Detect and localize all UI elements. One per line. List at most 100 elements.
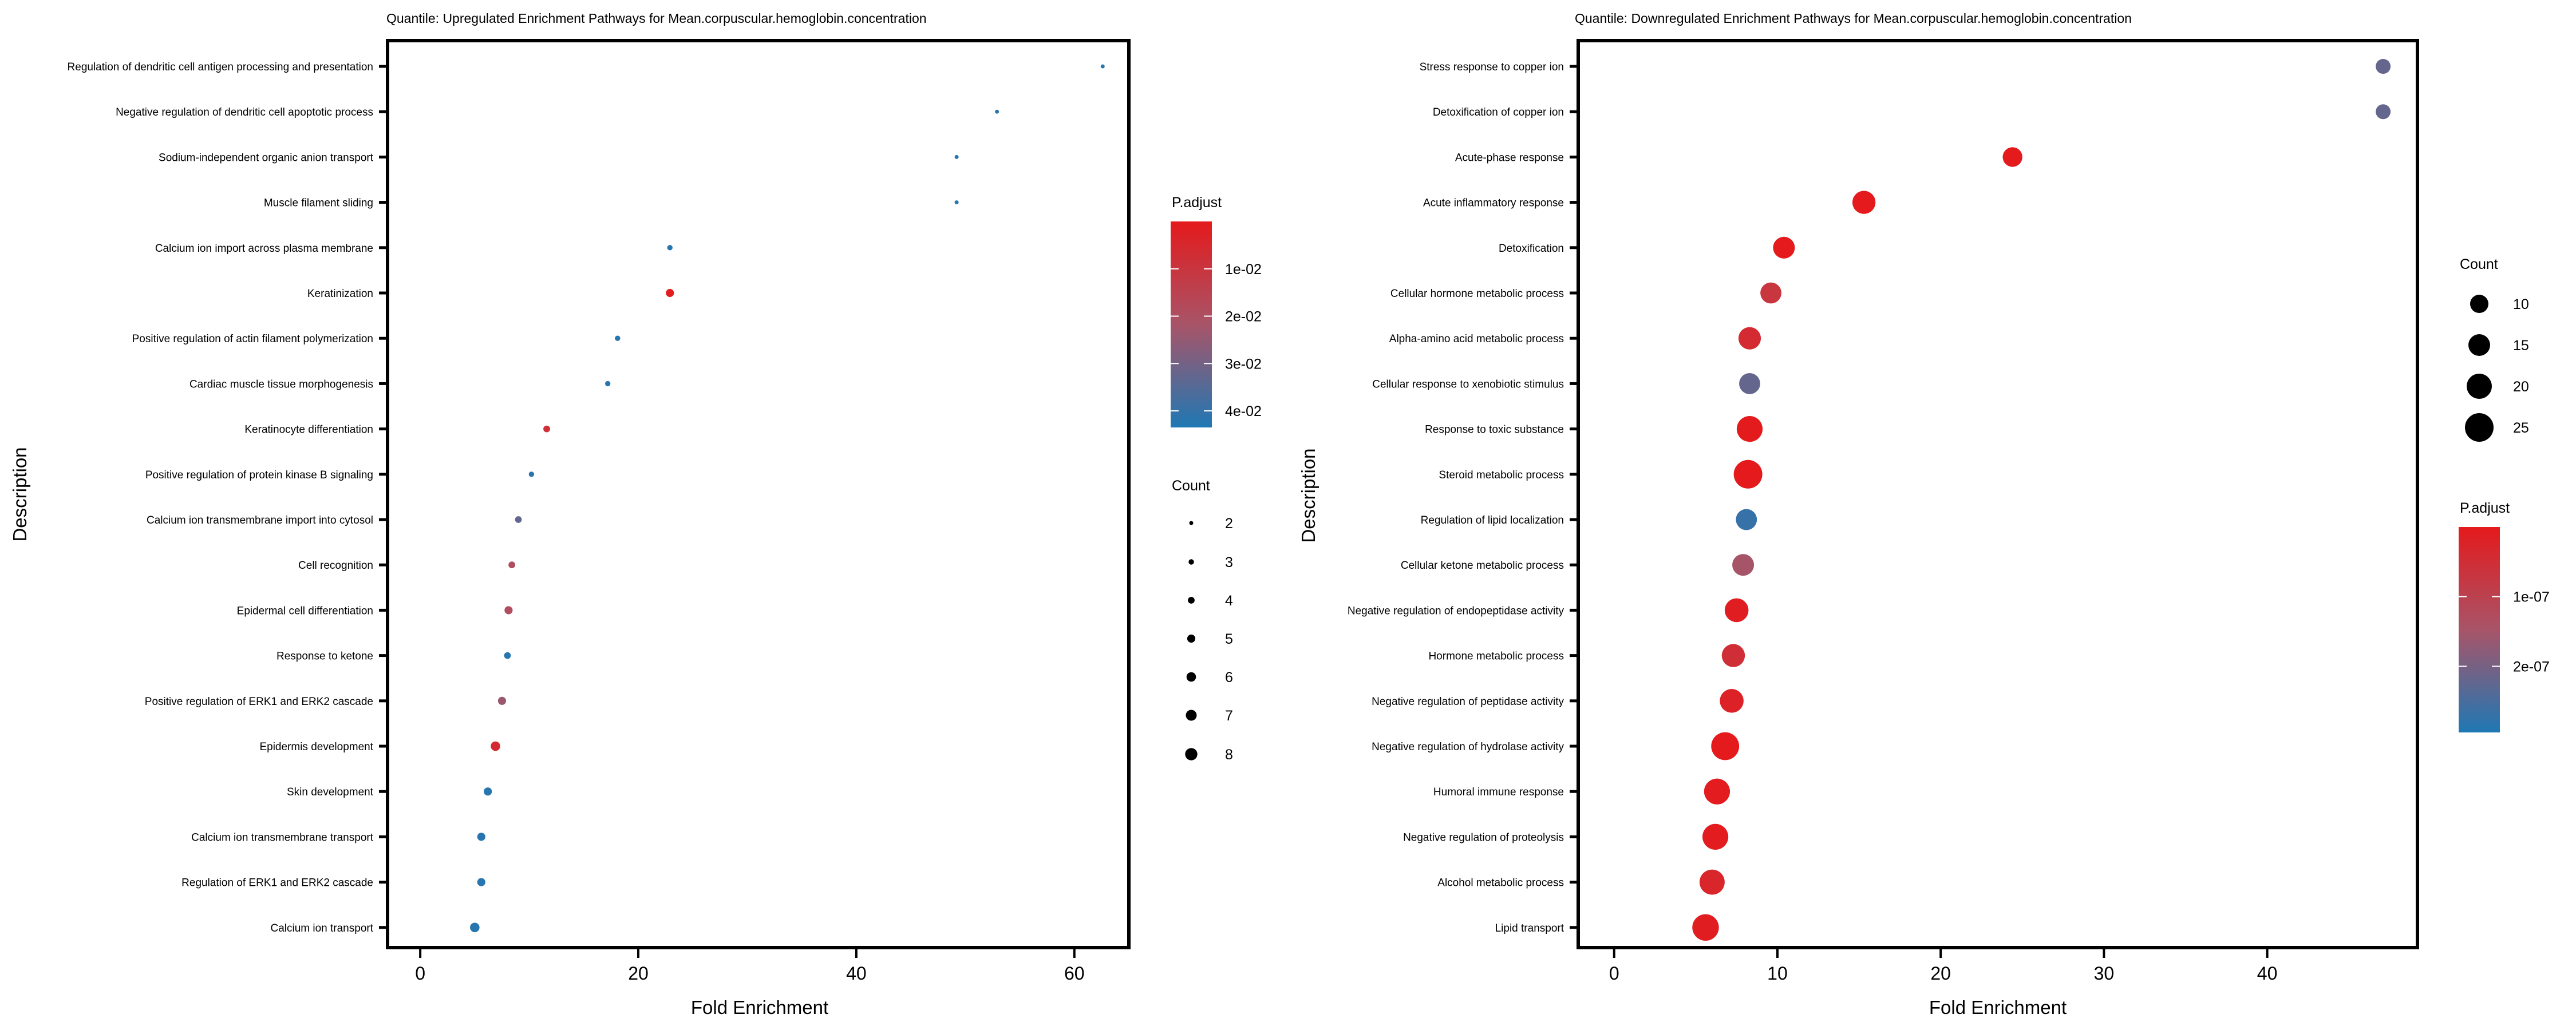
data-point <box>2376 59 2391 74</box>
x-tick-label: 0 <box>1609 963 1619 984</box>
data-point <box>1720 689 1744 713</box>
color-legend-bar <box>2459 527 2500 732</box>
y-tick-label: Negative regulation of proteolysis <box>1403 831 1564 843</box>
y-tick-label: Regulation of ERK1 and ERK2 cascade <box>181 877 373 889</box>
data-point <box>1721 644 1745 667</box>
size-legend-dot <box>2468 334 2490 356</box>
data-point <box>605 381 611 387</box>
data-point <box>484 787 492 796</box>
size-legend-label: 3 <box>1225 554 1233 571</box>
y-tick-label: Negative regulation of endopeptidase act… <box>1348 605 1564 617</box>
y-tick-label: Cardiac muscle tissue morphogenesis <box>189 378 373 390</box>
data-point <box>508 561 516 569</box>
size-legend-dot <box>2470 295 2488 313</box>
y-axis-title: Description <box>9 447 30 541</box>
y-tick-label: Calcium ion transmembrane import into cy… <box>147 514 373 526</box>
plot-frame <box>386 39 1131 949</box>
y-tick-label: Acute inflammatory response <box>1423 197 1564 209</box>
data-point <box>1736 509 1757 530</box>
y-tick-label: Cellular response to xenobiotic stimulus <box>1372 378 1564 390</box>
size-legend-dot <box>1186 710 1197 721</box>
size-legend-dot <box>2465 413 2494 442</box>
data-point <box>1724 598 1749 623</box>
data-point <box>995 109 999 114</box>
data-point <box>1773 236 1795 259</box>
size-legend-dot <box>1189 521 1194 525</box>
y-tick-label: Humoral immune response <box>1433 786 1564 798</box>
size-legend-dot <box>2467 374 2492 399</box>
x-tick-label: 10 <box>1767 963 1788 984</box>
y-tick-label: Positive regulation of protein kinase B … <box>145 469 373 481</box>
data-point <box>1733 459 1763 489</box>
y-tick-label: Calcium ion transport <box>270 922 373 934</box>
color-legend-ticks: 1e-07 2e-07 <box>2459 589 2550 675</box>
y-tick-label: Cell recognition <box>298 560 373 572</box>
x-tick-label: 0 <box>415 963 425 984</box>
data-point <box>954 154 959 159</box>
color-legend-label: 1e-02 <box>1225 262 1262 278</box>
y-tick-label: Acute-phase response <box>1455 152 1564 164</box>
size-legend-label: 5 <box>1225 631 1233 647</box>
data-point <box>1736 416 1763 442</box>
data-point <box>615 335 621 341</box>
x-tick-label: 20 <box>1930 963 1951 984</box>
color-legend-ticks: 1e-02 2e-02 3e-02 4e-02 <box>1171 262 1262 419</box>
size-legend-label: 2 <box>1225 516 1233 532</box>
size-legend-dot <box>1188 597 1195 604</box>
chart-title: Quantile: Upregulated Enrichment Pathway… <box>386 11 927 26</box>
size-legend-label: 15 <box>2513 338 2529 354</box>
y-tick-label: Stress response to copper ion <box>1420 61 1564 73</box>
y-tick-label: Positive regulation of actin filament po… <box>132 333 373 345</box>
size-legend: Count 2 3 4 5 6 7 8 <box>1172 478 1233 763</box>
y-tick-label: Cellular ketone metabolic process <box>1401 560 1564 572</box>
size-legend-dot <box>1187 634 1196 643</box>
data-point <box>528 472 535 477</box>
y-tick-label: Detoxification <box>1499 243 1564 255</box>
chart-title: Quantile: Downregulated Enrichment Pathw… <box>1575 11 2132 26</box>
x-axis-title: Fold Enrichment <box>1929 997 2067 1018</box>
data-point <box>497 696 507 705</box>
size-legend-dot <box>1188 559 1194 565</box>
y-tick-labels: Stress response to copper ion Detoxificat… <box>1348 61 1578 934</box>
data-point <box>515 516 522 523</box>
data-points <box>470 64 1105 933</box>
data-point <box>1711 732 1740 760</box>
color-legend-title: P.adjust <box>1172 195 1222 211</box>
panel-downregulated: Quantile: Downregulated Enrichment Pathw… <box>1298 11 2550 1018</box>
x-axis: 0 20 40 60 <box>415 949 1085 984</box>
data-point <box>1699 869 1725 895</box>
data-point <box>667 245 673 251</box>
y-tick-label: Epidermis development <box>259 741 373 753</box>
size-legend-label: 25 <box>2513 420 2529 436</box>
y-tick-labels: Regulation of dendritic cell antigen pro… <box>68 61 388 934</box>
y-tick-label: Sodium-independent organic anion transpo… <box>159 152 374 164</box>
y-tick-label: Keratinocyte differentiation <box>244 424 373 436</box>
size-legend-dot <box>1185 748 1198 760</box>
y-tick-label: Skin development <box>287 786 374 798</box>
size-legend-label: 7 <box>1225 708 1233 724</box>
data-point <box>1739 373 1760 394</box>
data-point <box>504 652 511 659</box>
y-tick-label: Response to ketone <box>276 651 373 663</box>
y-tick-label: Regulation of lipid localization <box>1421 514 1564 526</box>
y-tick-label: Keratinization <box>307 288 373 300</box>
data-point <box>2002 147 2022 167</box>
size-legend-title: Count <box>2460 256 2498 272</box>
y-tick-label: Detoxification of copper ion <box>1433 106 1564 118</box>
x-axis-title: Fold Enrichment <box>691 997 828 1018</box>
size-legend-items: 2 3 4 5 6 7 8 <box>1185 516 1233 763</box>
y-tick-label: Negative regulation of dendritic cell ap… <box>116 106 373 118</box>
size-legend-label: 6 <box>1225 670 1233 686</box>
data-point <box>1760 282 1781 304</box>
y-axis-title: Description <box>1298 448 1319 542</box>
y-tick-label: Calcium ion import across plasma membran… <box>155 243 373 255</box>
size-legend-title: Count <box>1172 478 1210 494</box>
size-legend-label: 20 <box>2513 379 2529 395</box>
y-tick-label: Alcohol metabolic process <box>1437 877 1564 889</box>
y-tick-label: Muscle filament sliding <box>264 197 373 209</box>
y-tick-label: Cellular hormone metabolic process <box>1390 288 1564 300</box>
data-point <box>477 833 485 841</box>
color-legend-label: 1e-07 <box>2513 589 2550 605</box>
data-point <box>666 288 674 298</box>
